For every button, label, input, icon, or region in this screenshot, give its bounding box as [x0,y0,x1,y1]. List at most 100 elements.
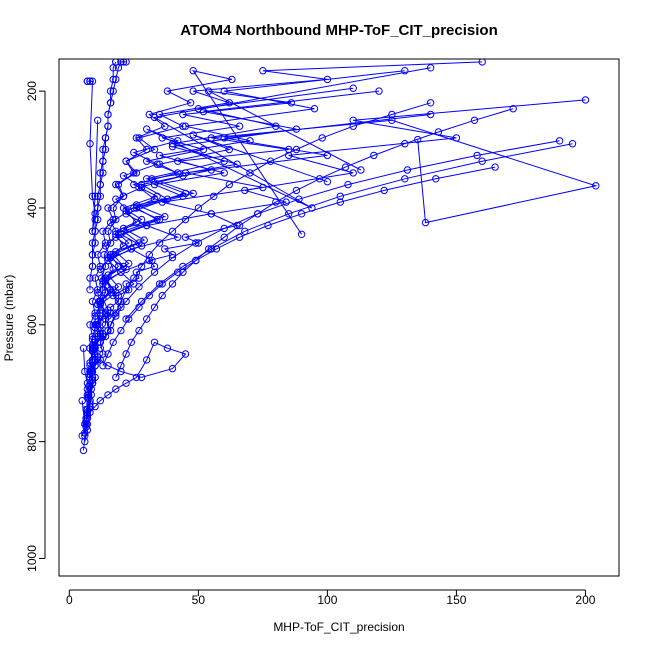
data-point [88,297,97,306]
data-point [117,367,125,376]
data-point [112,373,120,382]
data-point [137,262,146,271]
data-point [114,283,123,291]
data-point [426,64,435,72]
series-line [89,61,483,372]
data-point [96,192,105,201]
data-point [99,169,107,177]
data-point [212,245,221,253]
data-point [119,242,128,250]
data-point [106,303,115,311]
data-point [88,192,97,201]
data-point [336,192,344,201]
data-point [91,210,99,218]
data-point [132,218,141,227]
series-15 [83,77,102,236]
data-point [163,344,172,352]
data-point [91,356,99,364]
series-line [94,99,586,349]
data-point [150,303,159,311]
data-point [100,251,108,259]
data-point [220,224,228,233]
data-point [122,350,130,358]
data-point [210,192,218,201]
data-point [341,163,350,171]
data-point [478,157,486,165]
data-point [192,239,200,247]
data-point [401,67,409,75]
data-point [179,110,187,119]
data-point [117,362,125,370]
y-tick-label: 200 [25,81,39,101]
data-point [158,280,166,288]
data-point [99,227,107,236]
data-point [241,227,249,236]
data-point [225,99,234,107]
x-tick-label: 200 [575,593,595,607]
data-point [135,183,143,192]
data-point [81,420,89,428]
data-point [88,262,97,271]
data-point [117,297,125,306]
data-point [94,286,102,294]
x-tick-label: 50 [192,593,206,607]
data-point [106,239,115,247]
data-point [122,379,130,387]
data-point [220,169,228,177]
data-point [96,309,105,317]
data-point [135,326,143,335]
data-point [181,350,190,358]
data-point [285,210,293,218]
data-point [174,137,182,145]
data-point [150,338,159,346]
data-point [143,315,151,323]
data-point [241,186,249,195]
data-point [132,373,141,382]
data-point [81,429,89,437]
data-point [161,245,169,253]
data-point [336,198,344,206]
data-point [101,315,110,323]
data-point [318,134,326,142]
y-axis: 200 400 600 800 1000 [25,81,46,572]
data-point [112,230,120,239]
data-point [189,67,197,75]
data-point [96,332,105,341]
data-point [130,148,138,157]
data-point [95,297,103,306]
data-point [109,265,117,273]
data-point [117,326,125,335]
data-point [96,262,105,271]
data-point [349,169,357,177]
y-axis-label: Pressure (mbar) [2,275,16,362]
data-point [414,135,422,144]
data-point [143,356,151,364]
data-point [122,59,130,66]
data-point [112,385,120,393]
x-tick-label: 150 [446,593,466,607]
data-point [168,142,177,151]
data-point [194,204,203,212]
data-point [259,67,267,75]
data-point [145,256,154,265]
data-point [150,262,159,271]
data-point [158,291,166,300]
data-point [555,137,564,145]
data-point [86,286,94,294]
data-point [86,321,94,329]
data-point [143,175,151,183]
data-point [122,286,130,294]
data-point [96,344,105,352]
data-point [99,157,107,165]
data-point [137,373,146,382]
y-tick-label: 400 [25,198,39,218]
series-9 [87,67,306,387]
data-point [235,122,244,130]
series-line [125,143,573,320]
series-line [92,61,117,267]
data-point [174,233,182,241]
data-point [432,175,440,183]
data-point [145,251,154,259]
data-point [88,239,97,247]
data-point [104,350,112,358]
